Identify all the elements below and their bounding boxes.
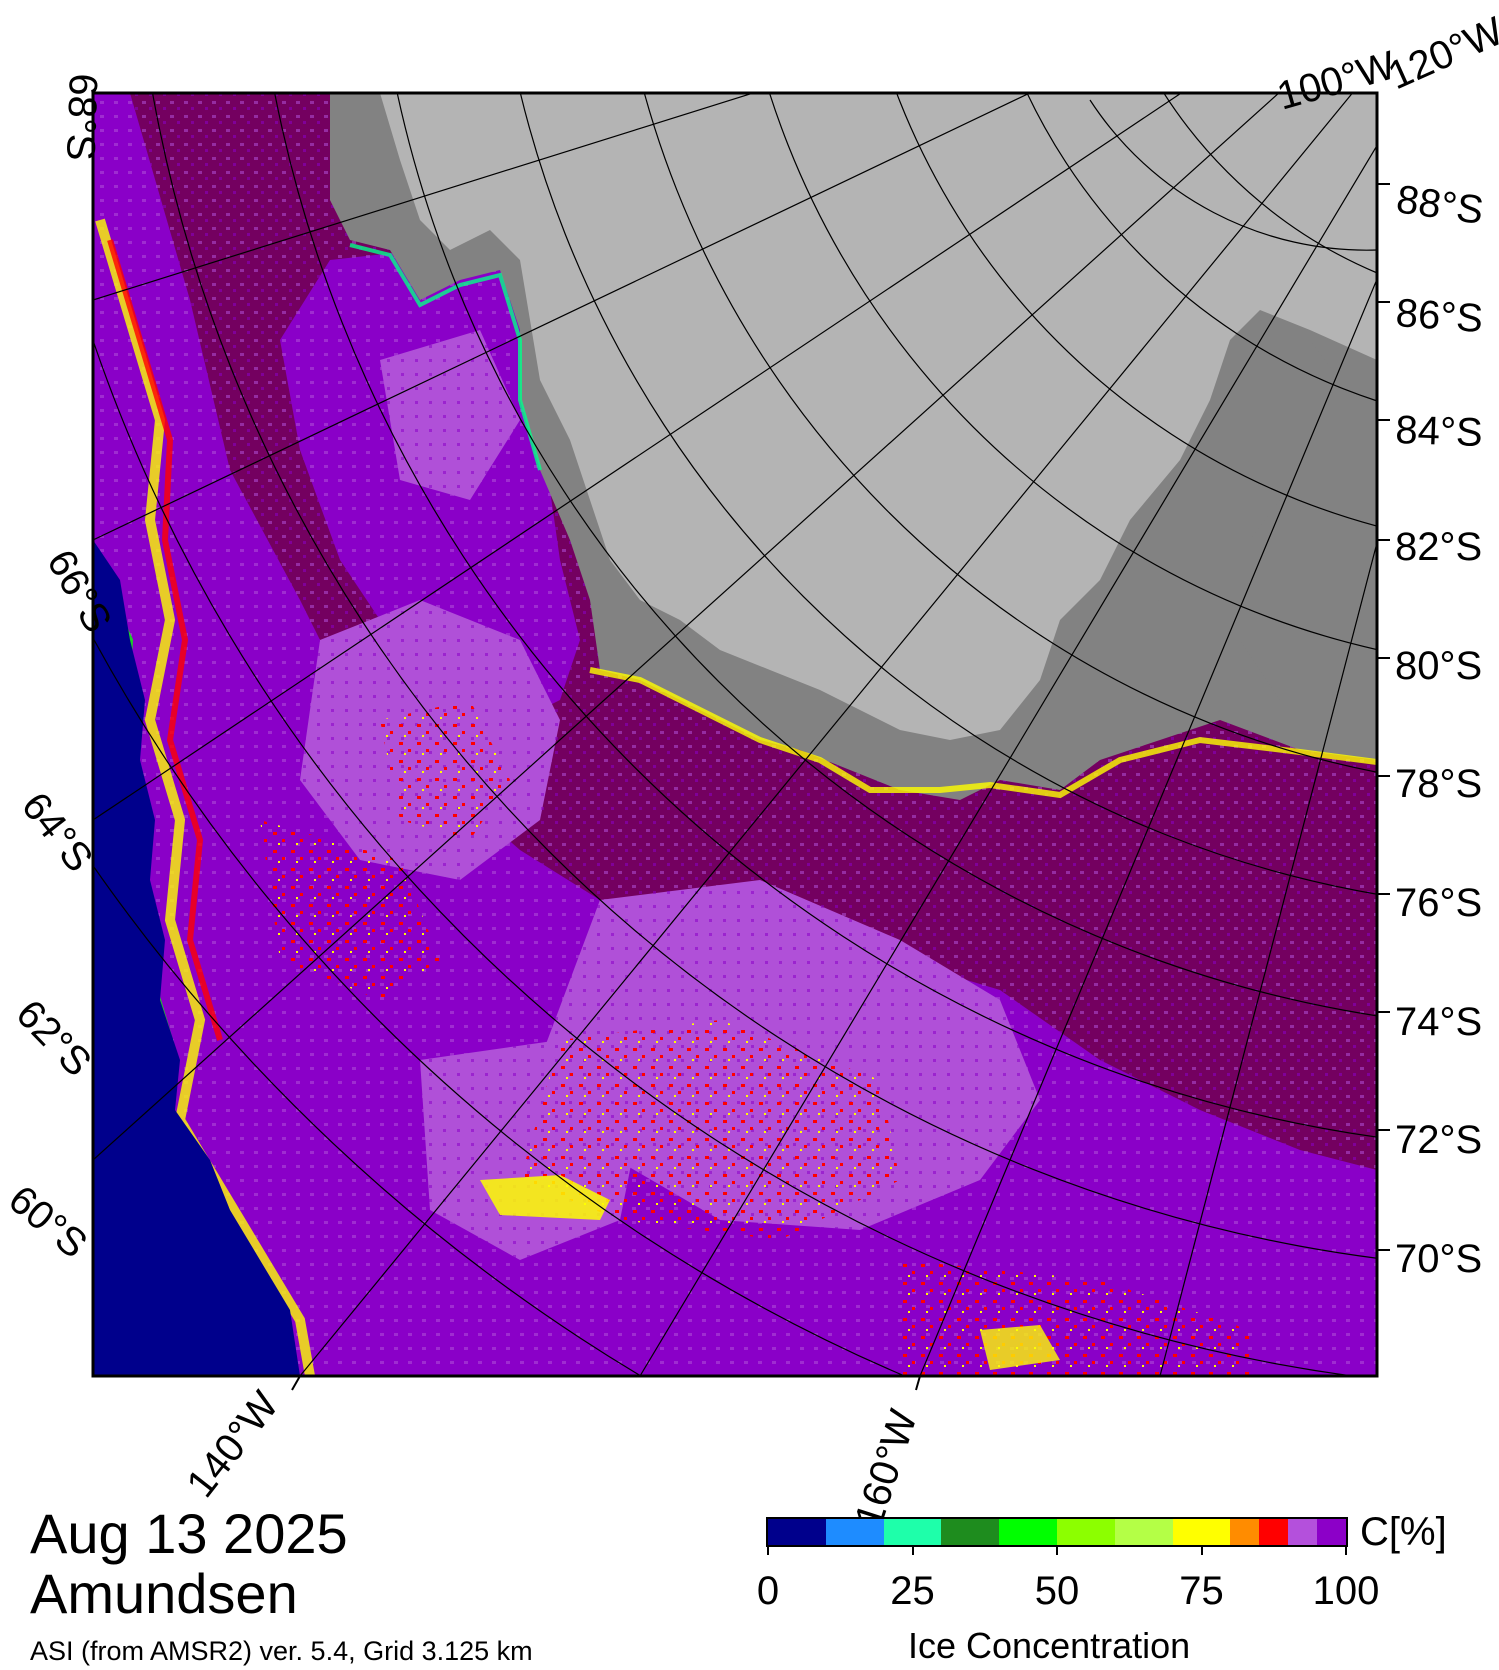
colorbar-segment [1230, 1519, 1260, 1545]
colorbar-tick-label: 50 [1034, 1569, 1080, 1613]
colorbar [766, 1517, 1348, 1547]
colorbar-tick-mark [767, 1545, 769, 1555]
lat-label-60: 60°S [0, 1177, 95, 1267]
colorbar-segment [1056, 1519, 1115, 1545]
colorbar-tick-mark [1056, 1545, 1058, 1555]
land-shelf-patch-1 [1200, 420, 1280, 540]
lat-label-88: 88°S [1394, 177, 1486, 233]
lat-label-70: 70°S [1395, 1237, 1482, 1281]
open-water [93, 540, 300, 1376]
colorbar-segment [883, 1519, 942, 1545]
colorbar-tick-label: 0 [756, 1569, 780, 1613]
colorbar-segment [825, 1519, 884, 1545]
colorbar-segment [1259, 1519, 1289, 1545]
lat-label-78: 78°S [1395, 762, 1482, 806]
lat-label-72: 72°S [1395, 1118, 1482, 1162]
colorbar-tick-mark [911, 1545, 914, 1555]
lon-label-160w: 160°W [847, 1404, 926, 1532]
colorbar-tick-mark [1345, 1545, 1347, 1555]
colorbar-tick-label: 75 [1179, 1569, 1224, 1613]
ice-75-south [980, 1325, 1060, 1370]
colorbar-tick-label: 100 [1312, 1569, 1380, 1613]
ice-85-patch-2 [520, 1020, 900, 1240]
lat-label-80: 80°S [1395, 644, 1482, 688]
lat-label-84: 84°S [1395, 408, 1484, 455]
land-shelf-patch-3 [1260, 320, 1340, 400]
antarctic-land [380, 93, 1377, 740]
colorbar-title: Ice Concentration [908, 1625, 1191, 1666]
ice-85-patch-3 [260, 820, 440, 1000]
map-body [93, 93, 1377, 1376]
map-region: Amundsen [30, 1562, 298, 1625]
lat-label-74: 74°S [1395, 1000, 1482, 1044]
lat-label-76: 76°S [1395, 881, 1482, 925]
colorbar-segment [941, 1519, 1000, 1545]
ice-85-patch-1 [380, 700, 510, 840]
colorbar-segment [1317, 1519, 1346, 1545]
colorbar-segment [1172, 1519, 1231, 1545]
colorbar-tick-label: 25 [890, 1569, 935, 1613]
colorbar-segment [999, 1519, 1057, 1545]
lon-label-120w: 120°W [1382, 9, 1499, 98]
lat-label-86: 86°S [1394, 291, 1484, 341]
colorbar-tick-mark [1200, 1545, 1203, 1555]
marginal-ice-zone [95, 218, 315, 1376]
ice-75-streak [480, 1175, 610, 1220]
colorbar-segment [768, 1519, 826, 1545]
lat-label-68: 68°S [58, 73, 105, 162]
colorbar-segment [1114, 1519, 1173, 1545]
coastal-fringe-north [349, 243, 542, 471]
colorbar-unit: C[%] [1360, 1510, 1447, 1554]
lon-label-140w: 140°W [178, 1383, 287, 1505]
lat-label-62: 62°S [8, 992, 100, 1085]
map-product-info: ASI (from AMSR2) ver. 5.4, Grid 3.125 km [30, 1636, 533, 1666]
map-date: Aug 13 2025 [30, 1502, 348, 1565]
marginal-ice-zone-red [107, 239, 223, 1041]
lat-label-64: 64°S [13, 784, 101, 880]
lat-label-82: 82°S [1395, 525, 1482, 569]
map-frame [91, 91, 1379, 1378]
graticule [93, 93, 1377, 1376]
land-shelf-patch-2 [1110, 600, 1280, 720]
lat-labels-right: 88°S 86°S 84°S 82°S 80°S 78°S 76°S 74°S … [1377, 177, 1486, 1281]
colorbar-segment [1288, 1519, 1318, 1545]
coastal-fringe [589, 667, 1377, 799]
